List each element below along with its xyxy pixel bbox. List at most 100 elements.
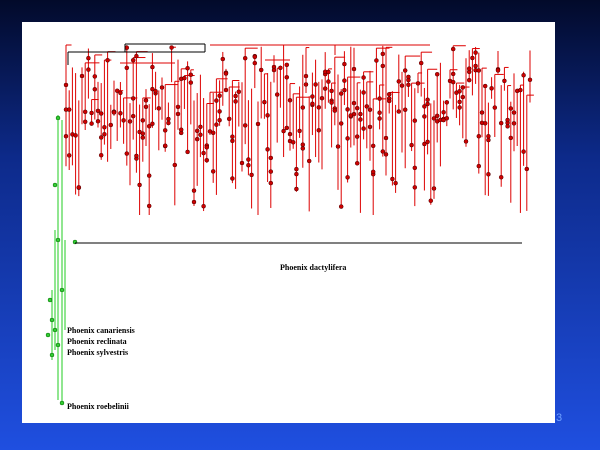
tree-node	[82, 119, 88, 125]
species-label: Phoenix roebelinii	[67, 402, 130, 411]
tree-node	[118, 111, 123, 116]
tree-node	[166, 116, 171, 122]
tree-node	[175, 104, 181, 110]
tree-node	[316, 128, 322, 133]
species-label: Phoenix sylvestris	[67, 348, 128, 357]
tree-node	[390, 176, 395, 182]
tree-node	[95, 118, 101, 124]
tree-node	[108, 122, 114, 128]
tree-node	[204, 157, 210, 163]
tree-node	[351, 66, 357, 72]
tree-node	[220, 56, 226, 62]
tree-node	[118, 90, 123, 96]
tree-node	[402, 68, 408, 73]
tree-node	[89, 110, 94, 116]
tree-node	[278, 65, 283, 71]
tree-node	[399, 83, 405, 88]
tree-node	[47, 297, 53, 303]
tree-node	[166, 120, 171, 126]
outgroup-clade	[45, 115, 78, 406]
tree-node	[476, 133, 482, 139]
tree-node	[358, 111, 363, 117]
tree-node	[294, 186, 299, 192]
tree-node	[156, 106, 162, 111]
tree-node	[495, 68, 501, 73]
tree-node	[393, 180, 398, 186]
tree-node	[319, 95, 325, 101]
tree-node	[329, 100, 334, 105]
tree-node	[428, 198, 434, 203]
tree-node	[242, 123, 248, 128]
tree-node	[383, 152, 389, 157]
tree-node	[223, 87, 229, 93]
species-label: Phoenix reclinata	[67, 337, 127, 346]
tree-node	[121, 118, 126, 123]
tree-node	[290, 140, 296, 145]
tree-node	[284, 125, 290, 131]
tree-node	[230, 138, 235, 144]
tree-node	[188, 80, 194, 85]
tree-node	[354, 134, 360, 139]
tree-node	[49, 352, 55, 358]
tree-node	[214, 122, 219, 127]
tree-node	[354, 105, 360, 111]
tree-node	[402, 107, 408, 112]
tree-node	[130, 96, 136, 101]
tree-node	[326, 69, 331, 75]
tree-node	[246, 162, 251, 168]
tree-node	[178, 127, 184, 132]
tree-node	[137, 182, 142, 188]
tree-node	[502, 78, 507, 84]
tree-node	[59, 287, 65, 293]
tree-node	[396, 79, 402, 84]
tree-node	[92, 87, 98, 92]
tree-node	[300, 105, 306, 110]
tree-node	[342, 87, 347, 93]
tree-node	[73, 133, 78, 138]
tree-node	[303, 82, 309, 87]
tree-node	[143, 104, 149, 110]
tree-node	[434, 113, 440, 119]
tree-node	[345, 136, 350, 141]
tree-node	[431, 186, 437, 191]
tree-node	[425, 139, 430, 145]
tree-node	[265, 147, 270, 152]
tree-node	[92, 74, 98, 79]
tree-node	[89, 121, 94, 126]
tree-node	[146, 124, 152, 129]
tree-node	[310, 94, 315, 99]
tree-node	[150, 64, 155, 70]
tree-node	[271, 67, 277, 73]
tree-node	[329, 88, 334, 94]
tree-node	[492, 105, 498, 110]
tree-node	[217, 109, 222, 114]
tree-node	[233, 99, 238, 104]
tree-node	[380, 51, 386, 57]
tree-node	[134, 153, 139, 159]
tree-node	[466, 77, 472, 83]
tree-node	[498, 174, 504, 180]
tree-node	[98, 135, 104, 140]
tree-node	[217, 117, 222, 123]
tree-node	[310, 101, 315, 107]
clade-label: Phoenix dactylifera	[280, 263, 346, 272]
tree-node	[143, 98, 149, 103]
tree-node	[130, 113, 136, 119]
tree-node	[441, 110, 446, 115]
tree-node	[182, 75, 187, 81]
tree-node	[102, 132, 107, 137]
tree-node	[450, 71, 456, 77]
tree-node	[300, 146, 306, 151]
tree-node	[191, 188, 197, 193]
tree-node	[374, 58, 379, 63]
tree-node	[479, 110, 485, 115]
tree-node	[130, 57, 136, 63]
tree-node	[140, 131, 146, 136]
tree-node	[236, 89, 242, 95]
tree-node	[191, 199, 197, 205]
tree-node	[361, 75, 366, 80]
tree-node	[415, 81, 421, 86]
tree-node	[521, 72, 526, 78]
tree-node	[55, 237, 61, 243]
